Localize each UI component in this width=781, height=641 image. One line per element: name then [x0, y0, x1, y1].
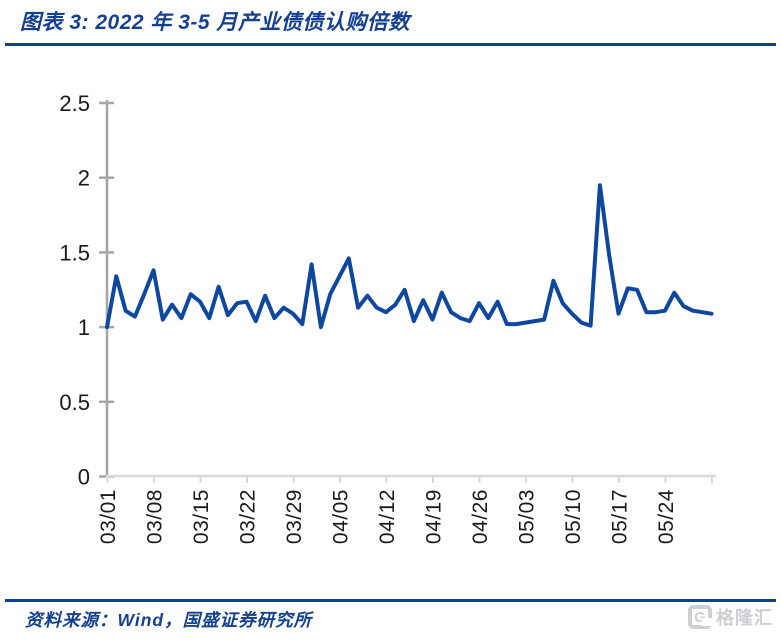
y-axis-tick-label: 1: [78, 315, 90, 340]
x-axis-tick-label: 04/26: [469, 489, 492, 544]
x-axis-tick-label: 04/19: [423, 489, 446, 544]
y-axis-tick-label: 0: [78, 465, 90, 490]
chart-title: 图表 3: 2022 年 3-5 月产业债债认购倍数: [20, 11, 410, 34]
gelonghui-logo-icon: G: [688, 605, 712, 629]
y-axis-tick-label: 0.5: [59, 390, 90, 415]
x-axis-tick-label: 05/24: [655, 489, 678, 544]
x-axis-tick-label: 05/17: [609, 489, 632, 544]
footer-divider-rule: [5, 599, 776, 602]
x-axis-tick-label: 03/01: [97, 489, 120, 544]
x-axis-tick-label: 04/12: [376, 489, 399, 544]
x-axis-tick-label: 03/15: [190, 489, 213, 544]
y-axis-tick-label: 2.5: [59, 91, 90, 116]
y-axis-tick-label: 2: [78, 166, 90, 191]
x-axis-tick-label: 03/29: [283, 489, 306, 544]
x-axis-tick-label: 03/22: [237, 489, 260, 544]
gelonghui-watermark-text: 格隆汇: [716, 608, 773, 628]
y-axis-tick-label: 1.5: [59, 240, 90, 265]
x-axis-tick-label: 03/08: [144, 489, 167, 544]
x-axis-tick-label: 04/05: [330, 489, 353, 544]
x-axis-tick-label: 05/03: [516, 489, 539, 544]
data-source-label: 资料来源：Wind，国盛证券研究所: [25, 610, 313, 630]
x-axis-tick-label: 05/10: [562, 489, 585, 544]
gelonghui-watermark: G 格隆汇: [688, 604, 773, 630]
subscription-multiple-data-line: [105, 183, 714, 330]
title-divider-rule: [5, 43, 776, 46]
